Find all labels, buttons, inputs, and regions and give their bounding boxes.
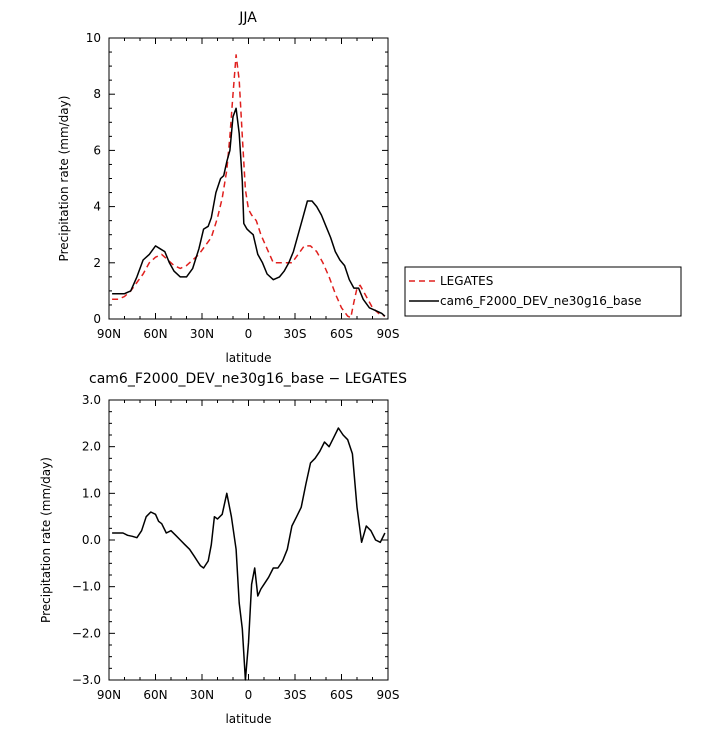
y-tick-label: 2.0	[82, 440, 101, 454]
series-line-1-1	[112, 54, 386, 319]
chart-1-frame	[108, 37, 389, 320]
y-tick-label: 3.0	[82, 393, 101, 407]
x-tick-label: 30N	[190, 327, 214, 341]
x-tick-label: 0	[245, 327, 253, 341]
y-tick-label: 8	[93, 87, 101, 101]
legend-box	[404, 266, 682, 317]
legend-label-2: cam6_F2000_DEV_ne30g16_base	[440, 294, 642, 308]
series-line-1-2	[112, 107, 386, 317]
legend-label-1: LEGATES	[440, 274, 493, 288]
series-line-2-1	[112, 427, 386, 681]
x-tick-label: 60N	[143, 688, 167, 702]
x-tick-label: 30N	[190, 688, 214, 702]
x-tick-label: 0	[245, 688, 253, 702]
chart-2-title: cam6_F2000_DEV_ne30g16_base − LEGATES	[89, 371, 407, 387]
y-tick-label: 1.0	[82, 486, 101, 500]
x-tick-label: 30S	[284, 327, 307, 341]
x-tick-label: 30S	[284, 688, 307, 702]
x-tick-label: 60N	[143, 327, 167, 341]
x-axis-title: latitude	[225, 351, 271, 365]
y-axis-title: Precipitation rate (mm/day)	[57, 96, 71, 262]
x-tick-label: 60S	[330, 327, 353, 341]
x-tick-label: 90S	[377, 688, 400, 702]
y-tick-label: 0.0	[82, 533, 101, 547]
y-tick-label: −3.0	[72, 673, 101, 687]
y-tick-label: 2	[93, 256, 101, 270]
y-tick-label: 0	[93, 312, 101, 326]
y-tick-label: 4	[93, 200, 101, 214]
y-tick-label: 6	[93, 143, 101, 157]
chart-1-title: JJA	[238, 10, 257, 26]
y-tick-label: −1.0	[72, 580, 101, 594]
y-tick-label: −2.0	[72, 626, 101, 640]
y-tick-label: 10	[86, 31, 101, 45]
x-tick-label: 60S	[330, 688, 353, 702]
x-tick-label: 90N	[97, 327, 121, 341]
x-tick-label: 90S	[377, 327, 400, 341]
x-axis-title: latitude	[225, 712, 271, 726]
x-tick-label: 90N	[97, 688, 121, 702]
y-axis-title: Precipitation rate (mm/day)	[39, 457, 53, 623]
